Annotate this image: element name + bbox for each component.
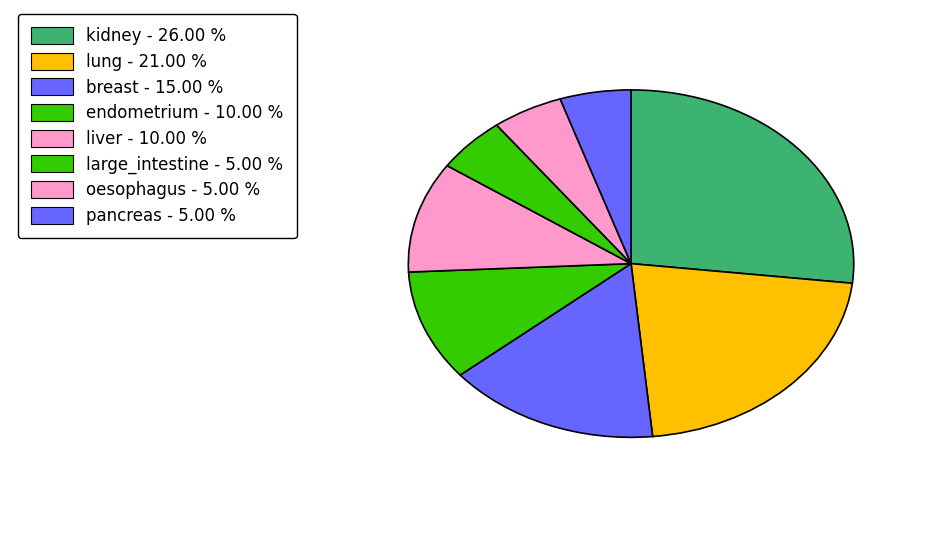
Wedge shape bbox=[460, 264, 652, 437]
Legend: kidney - 26.00 %, lung - 21.00 %, breast - 15.00 %, endometrium - 10.00 %, liver: kidney - 26.00 %, lung - 21.00 %, breast… bbox=[18, 13, 297, 238]
Wedge shape bbox=[496, 99, 630, 264]
Wedge shape bbox=[630, 264, 851, 436]
Wedge shape bbox=[630, 90, 853, 284]
Wedge shape bbox=[447, 125, 630, 264]
Wedge shape bbox=[560, 90, 630, 264]
Wedge shape bbox=[408, 264, 630, 375]
Wedge shape bbox=[408, 166, 630, 272]
